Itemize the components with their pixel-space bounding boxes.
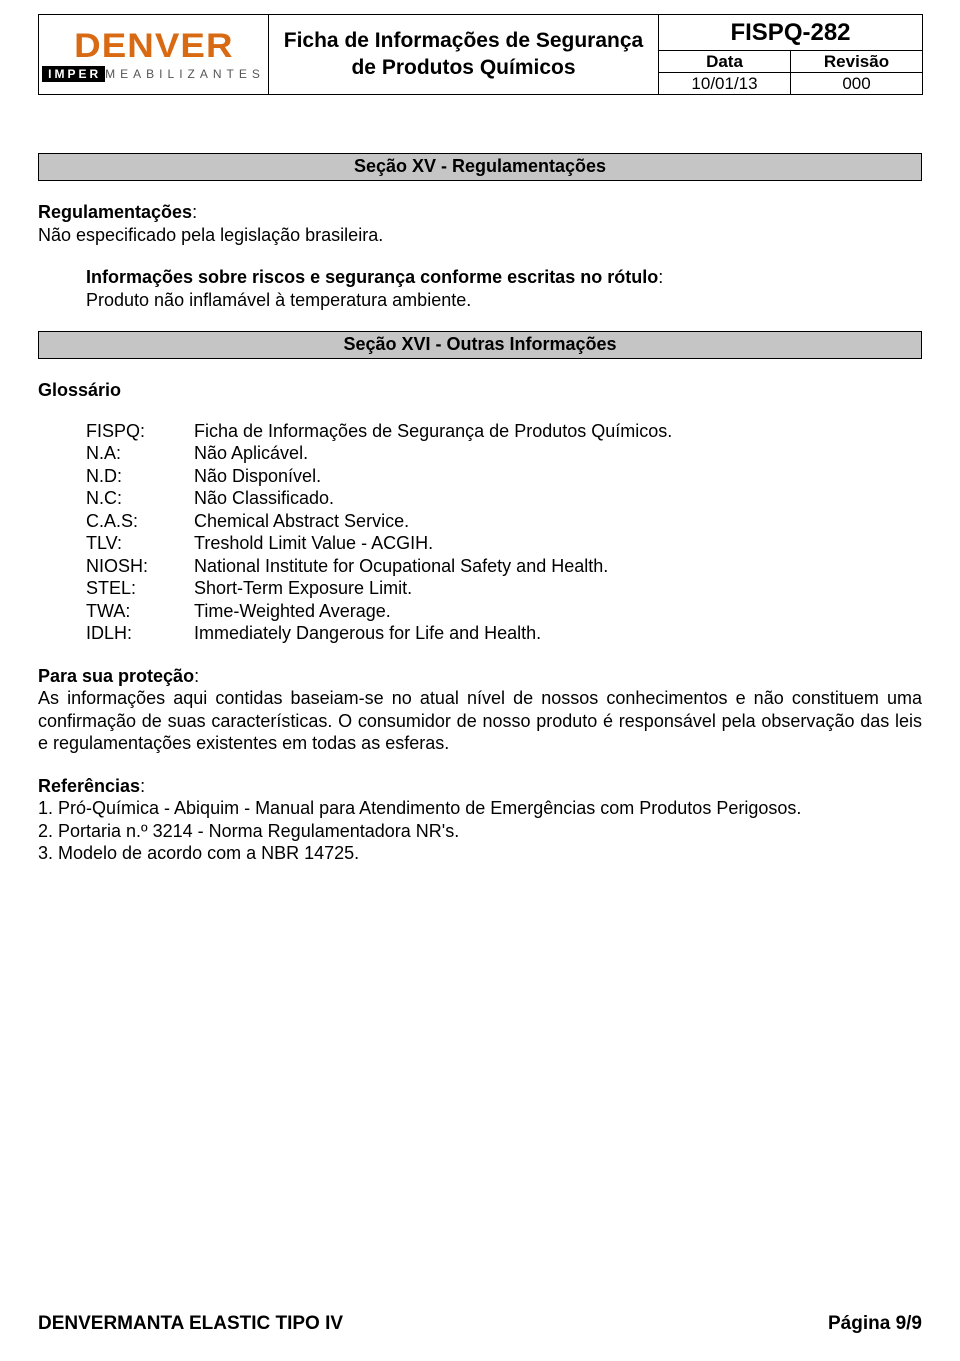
logo-cell: DENVER IMPERMEABILIZANTES — [39, 15, 269, 95]
header-data-value: 10/01/13 — [659, 73, 791, 95]
protection-block: Para sua proteção: As informações aqui c… — [38, 665, 922, 755]
references-label: Referências — [38, 776, 140, 796]
document-code: FISPQ-282 — [659, 15, 923, 51]
doc-title-line2: de Produtos Químicos — [269, 55, 658, 81]
header-revisao-label: Revisão — [791, 51, 923, 73]
glossary-term: IDLH: — [86, 622, 194, 645]
glossary-term: N.D: — [86, 465, 194, 488]
glossario-label-block: Glossário — [38, 379, 922, 402]
glossary-definition: Treshold Limit Value - ACGIH. — [194, 532, 922, 555]
glossary-term: FISPQ: — [86, 420, 194, 443]
glossary-definition: Immediately Dangerous for Life and Healt… — [194, 622, 922, 645]
glossario-label: Glossário — [38, 380, 121, 400]
glossary-term: N.C: — [86, 487, 194, 510]
glossary-row: N.D:Não Disponível. — [86, 465, 922, 488]
header-data-label: Data — [659, 51, 791, 73]
glossary-definition: Não Classificado. — [194, 487, 922, 510]
glossary-definition: Short-Term Exposure Limit. — [194, 577, 922, 600]
glossary-definition: Time-Weighted Average. — [194, 600, 922, 623]
regulamentacoes-label: Regulamentações — [38, 202, 192, 222]
glossary-row: N.C:Não Classificado. — [86, 487, 922, 510]
protection-text: As informações aqui contidas baseiam-se … — [38, 687, 922, 755]
reference-item: 1. Pró-Química - Abiquim - Manual para A… — [38, 797, 922, 820]
glossary-row: C.A.S:Chemical Abstract Service. — [86, 510, 922, 533]
protection-label: Para sua proteção — [38, 666, 194, 686]
regulamentacoes-block: Regulamentações: Não especificado pela l… — [38, 201, 922, 246]
logo-tag-suffix: MEABILIZANTES — [105, 67, 265, 81]
reference-item: 2. Portaria n.º 3214 - Norma Regulamenta… — [38, 820, 922, 843]
glossary-row: IDLH:Immediately Dangerous for Life and … — [86, 622, 922, 645]
page-footer: DENVERMANTA ELASTIC TIPO IV Página 9/9 — [38, 1313, 922, 1335]
brand-logo: DENVER IMPERMEABILIZANTES — [39, 25, 268, 85]
footer-product: DENVERMANTA ELASTIC TIPO IV — [38, 1313, 343, 1335]
glossary-row: N.A:Não Aplicável. — [86, 442, 922, 465]
document-header-table: DENVER IMPERMEABILIZANTES Ficha de Infor… — [38, 14, 923, 95]
glossary-definition: Não Aplicável. — [194, 442, 922, 465]
glossary-definition: Ficha de Informações de Segurança de Pro… — [194, 420, 922, 443]
info-rotulo-block: Informações sobre riscos e segurança con… — [38, 266, 922, 311]
glossary-row: TWA:Time-Weighted Average. — [86, 600, 922, 623]
glossary-row: TLV:Treshold Limit Value - ACGIH. — [86, 532, 922, 555]
glossary-term: N.A: — [86, 442, 194, 465]
glossary-row: NIOSH:National Institute for Ocupational… — [86, 555, 922, 578]
glossary-term: STEL: — [86, 577, 194, 600]
glossary-term: TWA: — [86, 600, 194, 623]
glossary-definition: National Institute for Ocupational Safet… — [194, 555, 922, 578]
reference-item: 3. Modelo de acordo com a NBR 14725. — [38, 842, 922, 865]
glossary-row: FISPQ:Ficha de Informações de Segurança … — [86, 420, 922, 443]
info-rotulo-text: Produto não inflamável à temperatura amb… — [86, 290, 471, 310]
logo-tagline: IMPERMEABILIZANTES — [42, 67, 265, 81]
glossary-list: FISPQ:Ficha de Informações de Segurança … — [38, 420, 922, 645]
glossary-row: STEL:Short-Term Exposure Limit. — [86, 577, 922, 600]
glossary-definition: Não Disponível. — [194, 465, 922, 488]
glossary-definition: Chemical Abstract Service. — [194, 510, 922, 533]
references-block: Referências: 1. Pró-Química - Abiquim - … — [38, 775, 922, 865]
document-title-cell: Ficha de Informações de Segurança de Pro… — [269, 15, 659, 95]
info-rotulo-label: Informações sobre riscos e segurança con… — [86, 267, 658, 287]
doc-title-line1: Ficha de Informações de Segurança — [269, 28, 658, 54]
logo-brand-text: DENVER — [74, 29, 234, 63]
section-15-header: Seção XV - Regulamentações — [38, 153, 922, 181]
section-16-header: Seção XVI - Outras Informações — [38, 331, 922, 359]
regulamentacoes-text: Não especificado pela legislação brasile… — [38, 225, 383, 245]
references-list: 1. Pró-Química - Abiquim - Manual para A… — [38, 797, 922, 865]
page: DENVER IMPERMEABILIZANTES Ficha de Infor… — [0, 0, 960, 1361]
footer-page: Página 9/9 — [828, 1313, 922, 1335]
glossary-term: TLV: — [86, 532, 194, 555]
glossary-term: C.A.S: — [86, 510, 194, 533]
header-revisao-value: 000 — [791, 73, 923, 95]
glossary-term: NIOSH: — [86, 555, 194, 578]
logo-tag-prefix: IMPER — [42, 66, 105, 82]
